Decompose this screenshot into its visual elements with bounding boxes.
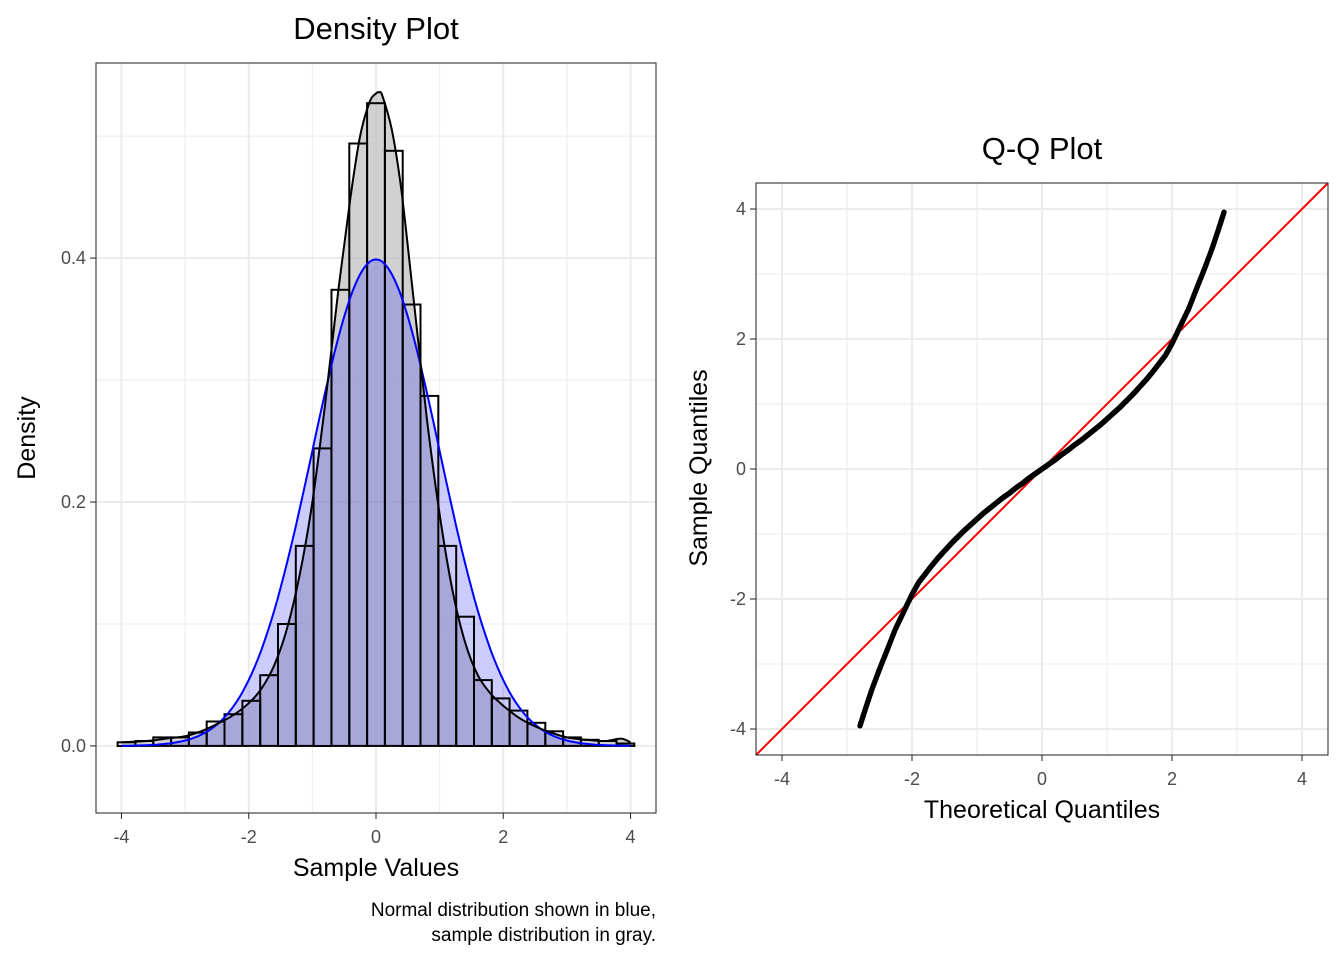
- qq-x-tick-label: 2: [1167, 769, 1177, 789]
- caption-line-1: Normal distribution shown in blue,: [371, 900, 656, 921]
- density-y-ticks: 0.0 0.2 0.4: [61, 248, 96, 756]
- qq-x-tick-label: -4: [774, 769, 790, 789]
- qq-y-ticks: -4 -2 0 2 4: [730, 199, 756, 739]
- density-plot: Density Plot -4 -2 0 2 4 0.0 0.2 0.4 Sample Va…: [13, 11, 657, 946]
- density-y-tick-label: 0.0: [61, 736, 86, 756]
- qq-grid: [756, 183, 1328, 755]
- density-x-tick-label: -4: [113, 827, 129, 847]
- qq-x-axis-label: Theoretical Quantiles: [924, 796, 1160, 824]
- qq-y-axis-label: Sample Quantiles: [685, 369, 713, 566]
- qq-x-tick-label: 0: [1037, 769, 1047, 789]
- normal-density-line: [121, 258, 631, 747]
- qq-y-tick-label: -2: [730, 589, 746, 609]
- density-x-tick-label: -2: [241, 827, 257, 847]
- caption-line-2: sample distribution in gray.: [431, 925, 656, 946]
- density-x-ticks: -4 -2 0 2 4: [113, 813, 636, 847]
- qq-x-tick-label: -2: [904, 769, 920, 789]
- qq-y-tick-label: 0: [736, 459, 746, 479]
- normal-density-fill: [121, 259, 631, 746]
- qq-x-ticks: -4 -2 0 2 4: [774, 755, 1307, 789]
- density-x-tick-label: 4: [626, 827, 636, 847]
- qq-point: [1221, 209, 1227, 215]
- qq-y-tick-label: 4: [736, 199, 746, 219]
- density-plot-title: Density Plot: [293, 11, 459, 46]
- density-fills: [121, 91, 631, 746]
- density-x-tick-label: 0: [371, 827, 381, 847]
- histogram-bars: [116, 102, 636, 748]
- qq-plot: Q-Q Plot -4 -2 0 2 4 -4 -2 0 2 4 Theoretical Qua…: [685, 131, 1329, 824]
- density-x-tick-label: 2: [498, 827, 508, 847]
- sample-density-fill: [121, 91, 631, 746]
- density-y-tick-label: 0.2: [61, 492, 86, 512]
- qq-plot-title: Q-Q Plot: [982, 131, 1103, 166]
- density-y-axis-label: Density: [13, 396, 41, 480]
- sample-density-line: [121, 90, 631, 744]
- qq-x-tick-label: 4: [1297, 769, 1307, 789]
- qq-points: [857, 209, 1227, 729]
- density-lines: [121, 90, 631, 747]
- density-y-tick-label: 0.4: [61, 248, 86, 268]
- qq-y-tick-label: -4: [730, 719, 746, 739]
- qq-y-tick-label: 2: [736, 329, 746, 349]
- density-x-axis-label: Sample Values: [293, 854, 459, 882]
